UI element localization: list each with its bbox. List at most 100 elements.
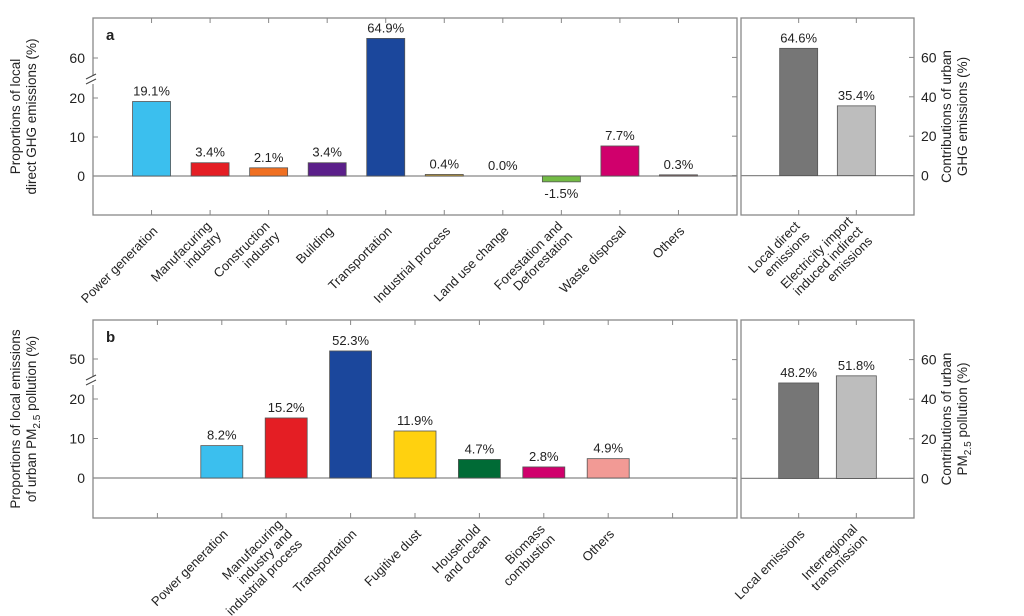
bar [190, 162, 230, 177]
category-label: Fugitive dust [361, 526, 424, 589]
data-label: 19.1% [133, 84, 170, 99]
y-axis-label-line: Proportions of local emissions [8, 329, 23, 509]
data-label: 0.0% [488, 158, 518, 173]
panel-label-a: a [106, 27, 115, 44]
data-label: -1.5% [544, 186, 578, 201]
data-label: 3.4% [195, 145, 225, 160]
y-axis-label-line: of urban PM2.5 pollution (%) [24, 336, 43, 502]
y-label-suffix: pollution (%) [955, 363, 970, 442]
category-label-line: Power generation [148, 526, 231, 609]
category-label: Others [579, 526, 618, 565]
bar [778, 382, 820, 479]
bar [366, 38, 406, 177]
category-label: Power generation [148, 526, 231, 609]
bar [424, 174, 464, 177]
y-tick-label: 10 [69, 431, 85, 447]
bar [393, 430, 437, 479]
bar [249, 167, 289, 177]
category-label-line: Others [579, 526, 618, 565]
category-label-line: Others [649, 223, 688, 262]
data-label: 2.1% [254, 150, 284, 165]
y-tick-label: 40 [921, 89, 937, 105]
y-label-prefix: of urban PM [24, 429, 39, 503]
y-tick-label: 60 [69, 50, 85, 66]
category-label-line: Power generation [78, 223, 161, 306]
data-label: 52.3% [332, 333, 369, 348]
data-label: 0.3% [664, 157, 694, 172]
y-tick-label: 10 [69, 129, 85, 145]
category-label: Others [649, 223, 688, 262]
panel-a: 0 10 20 60 19.1% Power generation 3.4% Manufacu… [8, 17, 738, 306]
data-label: 64.9% [367, 20, 404, 35]
y-label-suffix: pollution (%) [24, 336, 39, 415]
y-tick-label: 60 [921, 352, 937, 368]
data-label: 2.8% [529, 449, 559, 464]
y-tick-label: 20 [69, 90, 85, 106]
y-axis-label-line: Contributions of urban [939, 50, 954, 183]
data-label: 15.2% [268, 400, 305, 415]
data-label: 0.4% [429, 156, 459, 171]
bar [659, 174, 698, 177]
y-axis-label-line: Proportions of local [8, 59, 23, 175]
y-axis-label-line: GHG emissions (%) [955, 57, 970, 176]
category-label: Power generation [78, 223, 161, 306]
bar [779, 47, 819, 177]
category-label-line: Fugitive dust [361, 526, 424, 589]
y-axis-label-line: direct GHG emissions (%) [24, 38, 39, 194]
y-tick-label: 50 [69, 351, 85, 367]
y-tick-label: 0 [921, 168, 929, 184]
bar [200, 445, 244, 479]
plot-frame [740, 319, 915, 519]
y-axis-label-line: PM2.5 pollution (%) [955, 363, 974, 476]
data-label: 8.2% [207, 428, 237, 443]
bar [329, 350, 373, 479]
bar [541, 175, 581, 183]
axis-break-mark [85, 73, 97, 85]
bar [264, 417, 308, 479]
bar [522, 466, 566, 479]
bar [457, 459, 501, 479]
y-axis-label-line: Contributions of urban [939, 353, 954, 486]
data-label: 35.4% [838, 88, 875, 103]
y-axis-label: Contributions of urban PM2.5 pollution (%… [939, 353, 974, 486]
y-axis-label: Contributions of urban GHG emissions (%) [939, 50, 970, 183]
plot-frame [740, 17, 915, 216]
category-label: Transportation [290, 526, 360, 596]
y-tick-label: 0 [77, 470, 85, 486]
bar [586, 458, 630, 479]
data-label: 48.2% [780, 365, 817, 380]
y-label-subscript: 2.5 [32, 414, 43, 428]
category-label-line: Transportation [290, 526, 360, 596]
y-tick-label: 40 [921, 391, 937, 407]
panel-b-right: 0 20 40 60 48.2% Local emissions 51.8% Interreg… [732, 319, 974, 602]
data-label: 4.9% [593, 441, 623, 456]
y-label-subscript: 2.5 [963, 441, 974, 455]
data-label: 64.6% [780, 30, 817, 45]
y-tick-label: 0 [77, 168, 85, 184]
data-label: 51.8% [838, 358, 875, 373]
panel-label-b: b [106, 329, 115, 346]
axis-break-mark [85, 374, 97, 386]
bar [836, 105, 876, 176]
bar [835, 375, 877, 479]
category-label: Local emissions [732, 526, 808, 602]
bar [600, 145, 640, 177]
y-tick-label: 0 [921, 470, 929, 486]
data-label: 11.9% [397, 413, 433, 428]
y-label-prefix: PM [955, 455, 970, 475]
y-tick-label: 20 [69, 391, 85, 407]
y-tick-label: 20 [921, 128, 937, 144]
data-label: 4.7% [465, 441, 495, 456]
data-label: 3.4% [312, 145, 342, 160]
bar [307, 162, 347, 177]
y-tick-label: 60 [921, 49, 937, 65]
plot-frame [92, 17, 738, 216]
